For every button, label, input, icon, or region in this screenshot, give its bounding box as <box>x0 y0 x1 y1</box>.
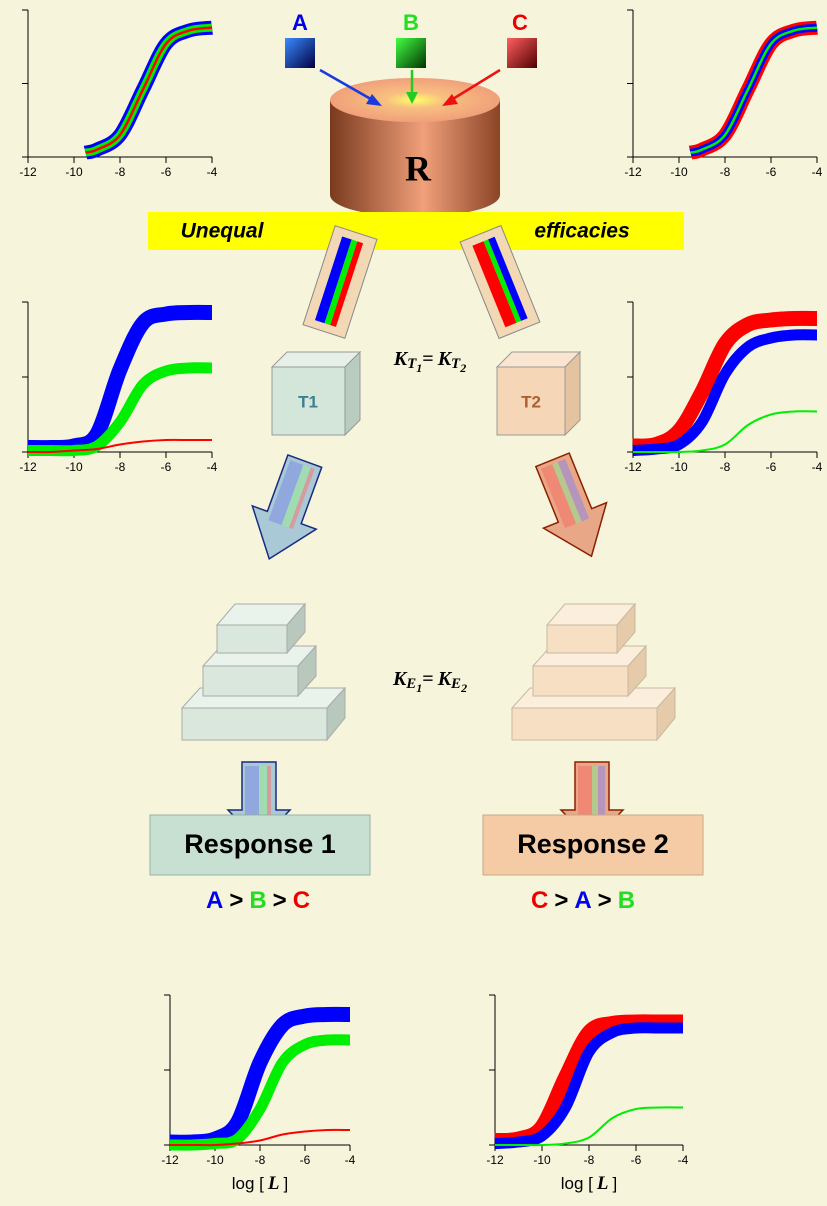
banner-text: efficacies <box>534 220 629 243</box>
x-tick-label: -6 <box>161 460 172 474</box>
x-axis-label: log [L] <box>232 1173 288 1194</box>
x-tick-label: -8 <box>720 165 731 179</box>
x-tick-label: -6 <box>766 165 777 179</box>
curve <box>170 1014 350 1142</box>
eq-index: 2 <box>460 681 467 695</box>
effector-steps <box>182 604 345 740</box>
x-tick-label: -8 <box>255 1153 266 1167</box>
x-tick-label: -8 <box>115 460 126 474</box>
x-tick-label: -6 <box>300 1153 311 1167</box>
eq-sub: E <box>405 676 416 692</box>
chart: -12 -10 -8 -6 -4 <box>19 10 217 179</box>
ranking-item: B <box>249 887 266 914</box>
x-tick-label: -12 <box>161 1153 179 1167</box>
x-label-var: L <box>596 1173 609 1194</box>
response-label: Response 1 <box>184 829 336 859</box>
ranking-item: C <box>531 887 548 914</box>
chart: -12 -10 -8 -6 -4 <box>624 302 822 474</box>
ranking-item: > <box>554 887 568 914</box>
ligand-label: B <box>403 10 419 35</box>
equation: KT1=KT2 <box>393 348 466 375</box>
banner-text: Unequal <box>181 220 265 243</box>
x-tick-label: -12 <box>624 460 642 474</box>
x-tick-label: -4 <box>345 1153 356 1167</box>
x-tick-label: -12 <box>19 460 37 474</box>
x-tick-label: -8 <box>584 1153 595 1167</box>
ligand-square <box>285 38 315 68</box>
x-tick-label: -6 <box>631 1153 642 1167</box>
ranking: A>B>C <box>206 887 310 914</box>
transducer-label: T1 <box>298 392 318 411</box>
curve <box>86 28 213 153</box>
x-tick-label: -8 <box>115 165 126 179</box>
x-tick-label: -4 <box>812 460 823 474</box>
x-tick-label: -4 <box>812 165 823 179</box>
diagram: A B C R Unequal efficacies T1 T2 KT1=KT2 <box>0 0 827 1206</box>
x-tick-label: -6 <box>766 460 777 474</box>
ligand-label: A <box>292 10 308 35</box>
ranking-item: > <box>598 887 612 914</box>
x-tick-label: -6 <box>161 165 172 179</box>
x-tick-label: -10 <box>206 1153 224 1167</box>
ligand-square <box>396 38 426 68</box>
x-tick-label: -10 <box>670 165 688 179</box>
effector-steps <box>512 604 675 740</box>
x-label-part: log [ <box>232 1174 264 1193</box>
ranking-item: C <box>293 887 310 914</box>
ranking-item: A <box>574 887 591 914</box>
curve <box>495 1028 683 1144</box>
block-arrow <box>237 450 336 571</box>
eq-index: 2 <box>459 361 466 375</box>
x-tick-label: -10 <box>533 1153 551 1167</box>
x-label-part: log [ <box>561 1174 593 1193</box>
receptor-label: R <box>405 148 432 188</box>
equation: KE1=KE2 <box>392 668 467 695</box>
x-label-part: ] <box>613 1174 618 1193</box>
chart: -12 -10 -8 -6 -4 log [L] <box>486 995 688 1194</box>
x-tick-label: -10 <box>65 460 83 474</box>
x-tick-label: -4 <box>207 165 218 179</box>
curve <box>691 28 818 153</box>
ranking-item: B <box>618 887 635 914</box>
x-tick-label: -12 <box>19 165 37 179</box>
ligand-square <box>507 38 537 68</box>
x-tick-label: -10 <box>670 460 688 474</box>
block-arrow <box>521 447 623 569</box>
x-label-var: L <box>267 1173 280 1194</box>
eq-sub: E <box>450 676 461 692</box>
x-tick-label: -12 <box>486 1153 504 1167</box>
ranking: C>A>B <box>531 887 635 914</box>
x-label-part: ] <box>284 1174 289 1193</box>
chart: -12 -10 -8 -6 -4 <box>19 302 217 474</box>
chart: -12 -10 -8 -6 -4 log [L] <box>161 995 355 1194</box>
ranking-item: > <box>229 887 243 914</box>
eq-sign: = <box>422 668 433 690</box>
chart: -12 -10 -8 -6 -4 <box>624 10 822 179</box>
response-label: Response 2 <box>517 829 669 859</box>
ligand-label: C <box>512 10 528 35</box>
x-tick-label: -4 <box>678 1153 689 1167</box>
eq-sign: = <box>422 348 433 370</box>
x-tick-label: -12 <box>624 165 642 179</box>
curve <box>495 1022 683 1141</box>
ranking-item: A <box>206 887 223 914</box>
x-tick-label: -4 <box>207 460 218 474</box>
x-tick-label: -10 <box>65 165 83 179</box>
x-axis-label: log [L] <box>561 1173 617 1194</box>
ranking-item: > <box>273 887 287 914</box>
x-tick-label: -8 <box>720 460 731 474</box>
transducer-label: T2 <box>521 392 541 411</box>
